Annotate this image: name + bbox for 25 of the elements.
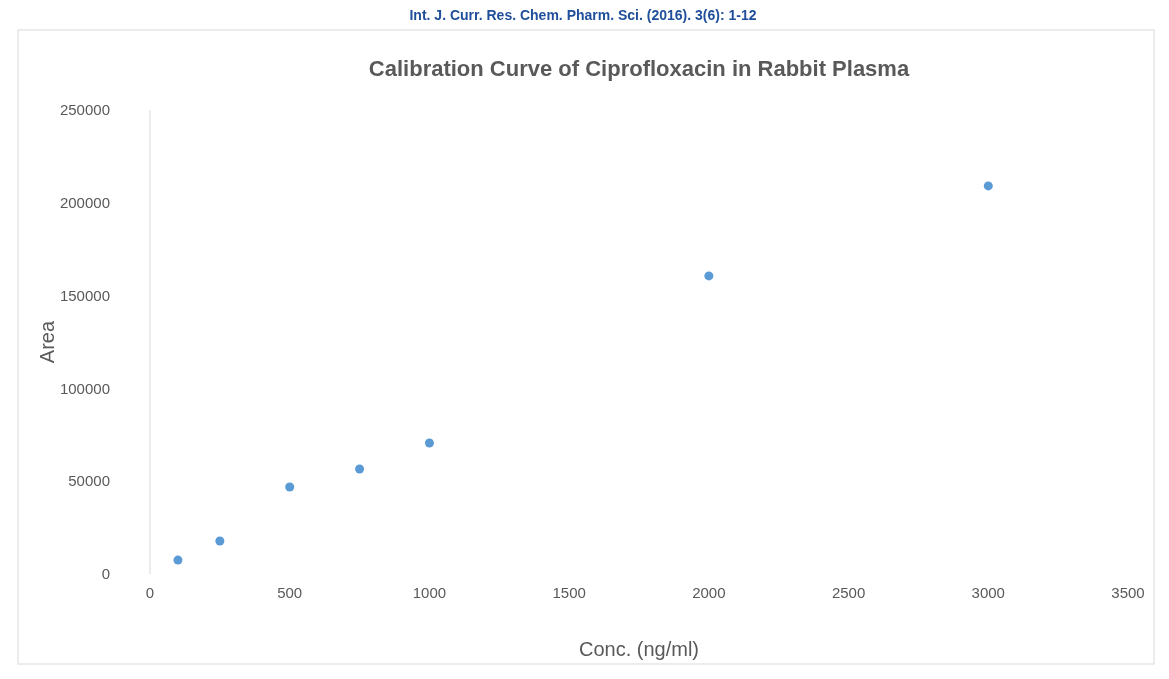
y-axis-title: Area <box>36 320 58 364</box>
point <box>704 271 714 281</box>
x-tick-label: 0 <box>145 584 155 601</box>
y-tick-label: 150000 <box>59 286 110 304</box>
x-tick-label: 3000 <box>971 584 1005 601</box>
chart-title: Calibration Curve of Ciprofloxacin in Rabbit Plasma <box>368 56 910 81</box>
y-tick-label: 50000 <box>68 472 110 490</box>
y-tick-label: 0 <box>101 565 110 583</box>
point <box>215 536 225 546</box>
point <box>983 181 993 191</box>
x-axis-title: Conc. (ng/ml) <box>578 638 700 660</box>
point <box>285 482 295 492</box>
y-tick-label: 250000 <box>59 101 110 119</box>
x-tick-label: 2500 <box>831 584 866 601</box>
x-tick-label: 1000 <box>412 584 447 601</box>
x-tick-label: 1500 <box>552 584 586 601</box>
point <box>424 438 434 448</box>
text: Int. J. Curr. Res. Chem. Pharm. Sci. (2016). 3(6): 1-12 <box>409 7 757 23</box>
x-tick-label: 2000 <box>692 584 726 601</box>
y-tick-label: 100000 <box>59 379 110 397</box>
point <box>355 464 365 474</box>
x-tick-label: 500 <box>277 584 303 601</box>
y-tick-label: 200000 <box>59 194 110 212</box>
x-tick-label: 3500 <box>1111 584 1145 601</box>
point <box>173 555 183 565</box>
